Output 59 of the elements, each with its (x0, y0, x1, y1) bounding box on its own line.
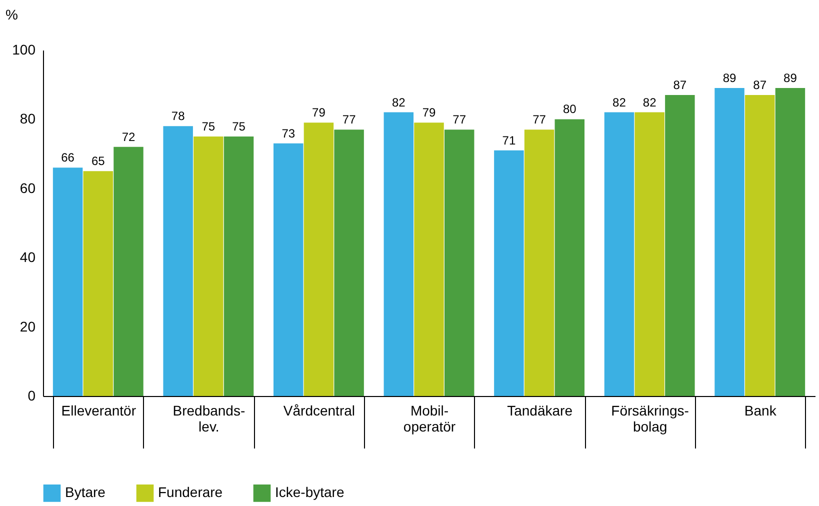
data-label: 82 (392, 95, 406, 110)
x-tick-label: Bank (744, 402, 778, 418)
bar (52, 168, 83, 396)
y-tick-label: 80 (20, 110, 36, 127)
bar (744, 94, 775, 396)
bar (194, 136, 224, 396)
bar (634, 112, 664, 396)
y-axis-title: % (6, 6, 18, 22)
bar (494, 150, 524, 396)
bar (444, 130, 474, 396)
data-label: 75 (232, 120, 246, 134)
y-tick-label: 100 (12, 42, 36, 58)
data-label: 65 (91, 154, 106, 168)
data-label: 82 (612, 95, 626, 110)
data-label: 87 (753, 78, 767, 92)
data-label: 66 (61, 150, 75, 165)
x-tick-label: Bredbands- lev. (172, 402, 246, 434)
bar (83, 171, 114, 396)
legend-label: Icke-bytare (275, 484, 344, 500)
bar (604, 112, 634, 396)
bar (384, 112, 414, 396)
bar (775, 88, 806, 396)
data-label: 82 (642, 95, 657, 110)
x-tick-label: Försäkrings- bolag (611, 402, 690, 434)
data-label: 78 (171, 109, 186, 124)
bar (714, 88, 744, 396)
data-label: 80 (562, 102, 577, 116)
bar (163, 126, 193, 396)
x-tick-label: Elleverantör (61, 402, 136, 418)
bar (304, 122, 334, 396)
legend-label: Funderare (158, 484, 223, 500)
data-label: 77 (342, 112, 356, 127)
bar (334, 130, 364, 396)
x-tick-label: Vårdcentral (283, 402, 356, 418)
bar (554, 119, 585, 396)
y-tick-label: 60 (20, 180, 36, 196)
bar (524, 130, 554, 396)
bar (114, 146, 144, 396)
data-label: 87 (673, 78, 687, 92)
data-label: 89 (722, 71, 737, 86)
data-label: 89 (784, 71, 798, 86)
data-label: 77 (452, 112, 466, 127)
data-label: 73 (282, 126, 296, 140)
bar (224, 136, 254, 396)
data-label: 75 (202, 120, 216, 134)
y-tick-label: 0 (28, 388, 36, 404)
data-label: 71 (502, 133, 516, 148)
bar (273, 143, 304, 396)
data-label: 79 (312, 106, 326, 120)
data-label: 79 (422, 106, 436, 120)
y-tick-label: 20 (20, 318, 36, 334)
legend-label: Bytare (65, 484, 106, 500)
y-tick-label: 40 (20, 249, 36, 266)
data-label: 72 (122, 130, 136, 144)
x-tick-label: Tandäkare (507, 402, 573, 418)
data-label: 77 (532, 112, 546, 127)
bar (665, 94, 695, 396)
x-tick-label: Mobil- operatör (403, 402, 456, 434)
bar (414, 122, 444, 396)
